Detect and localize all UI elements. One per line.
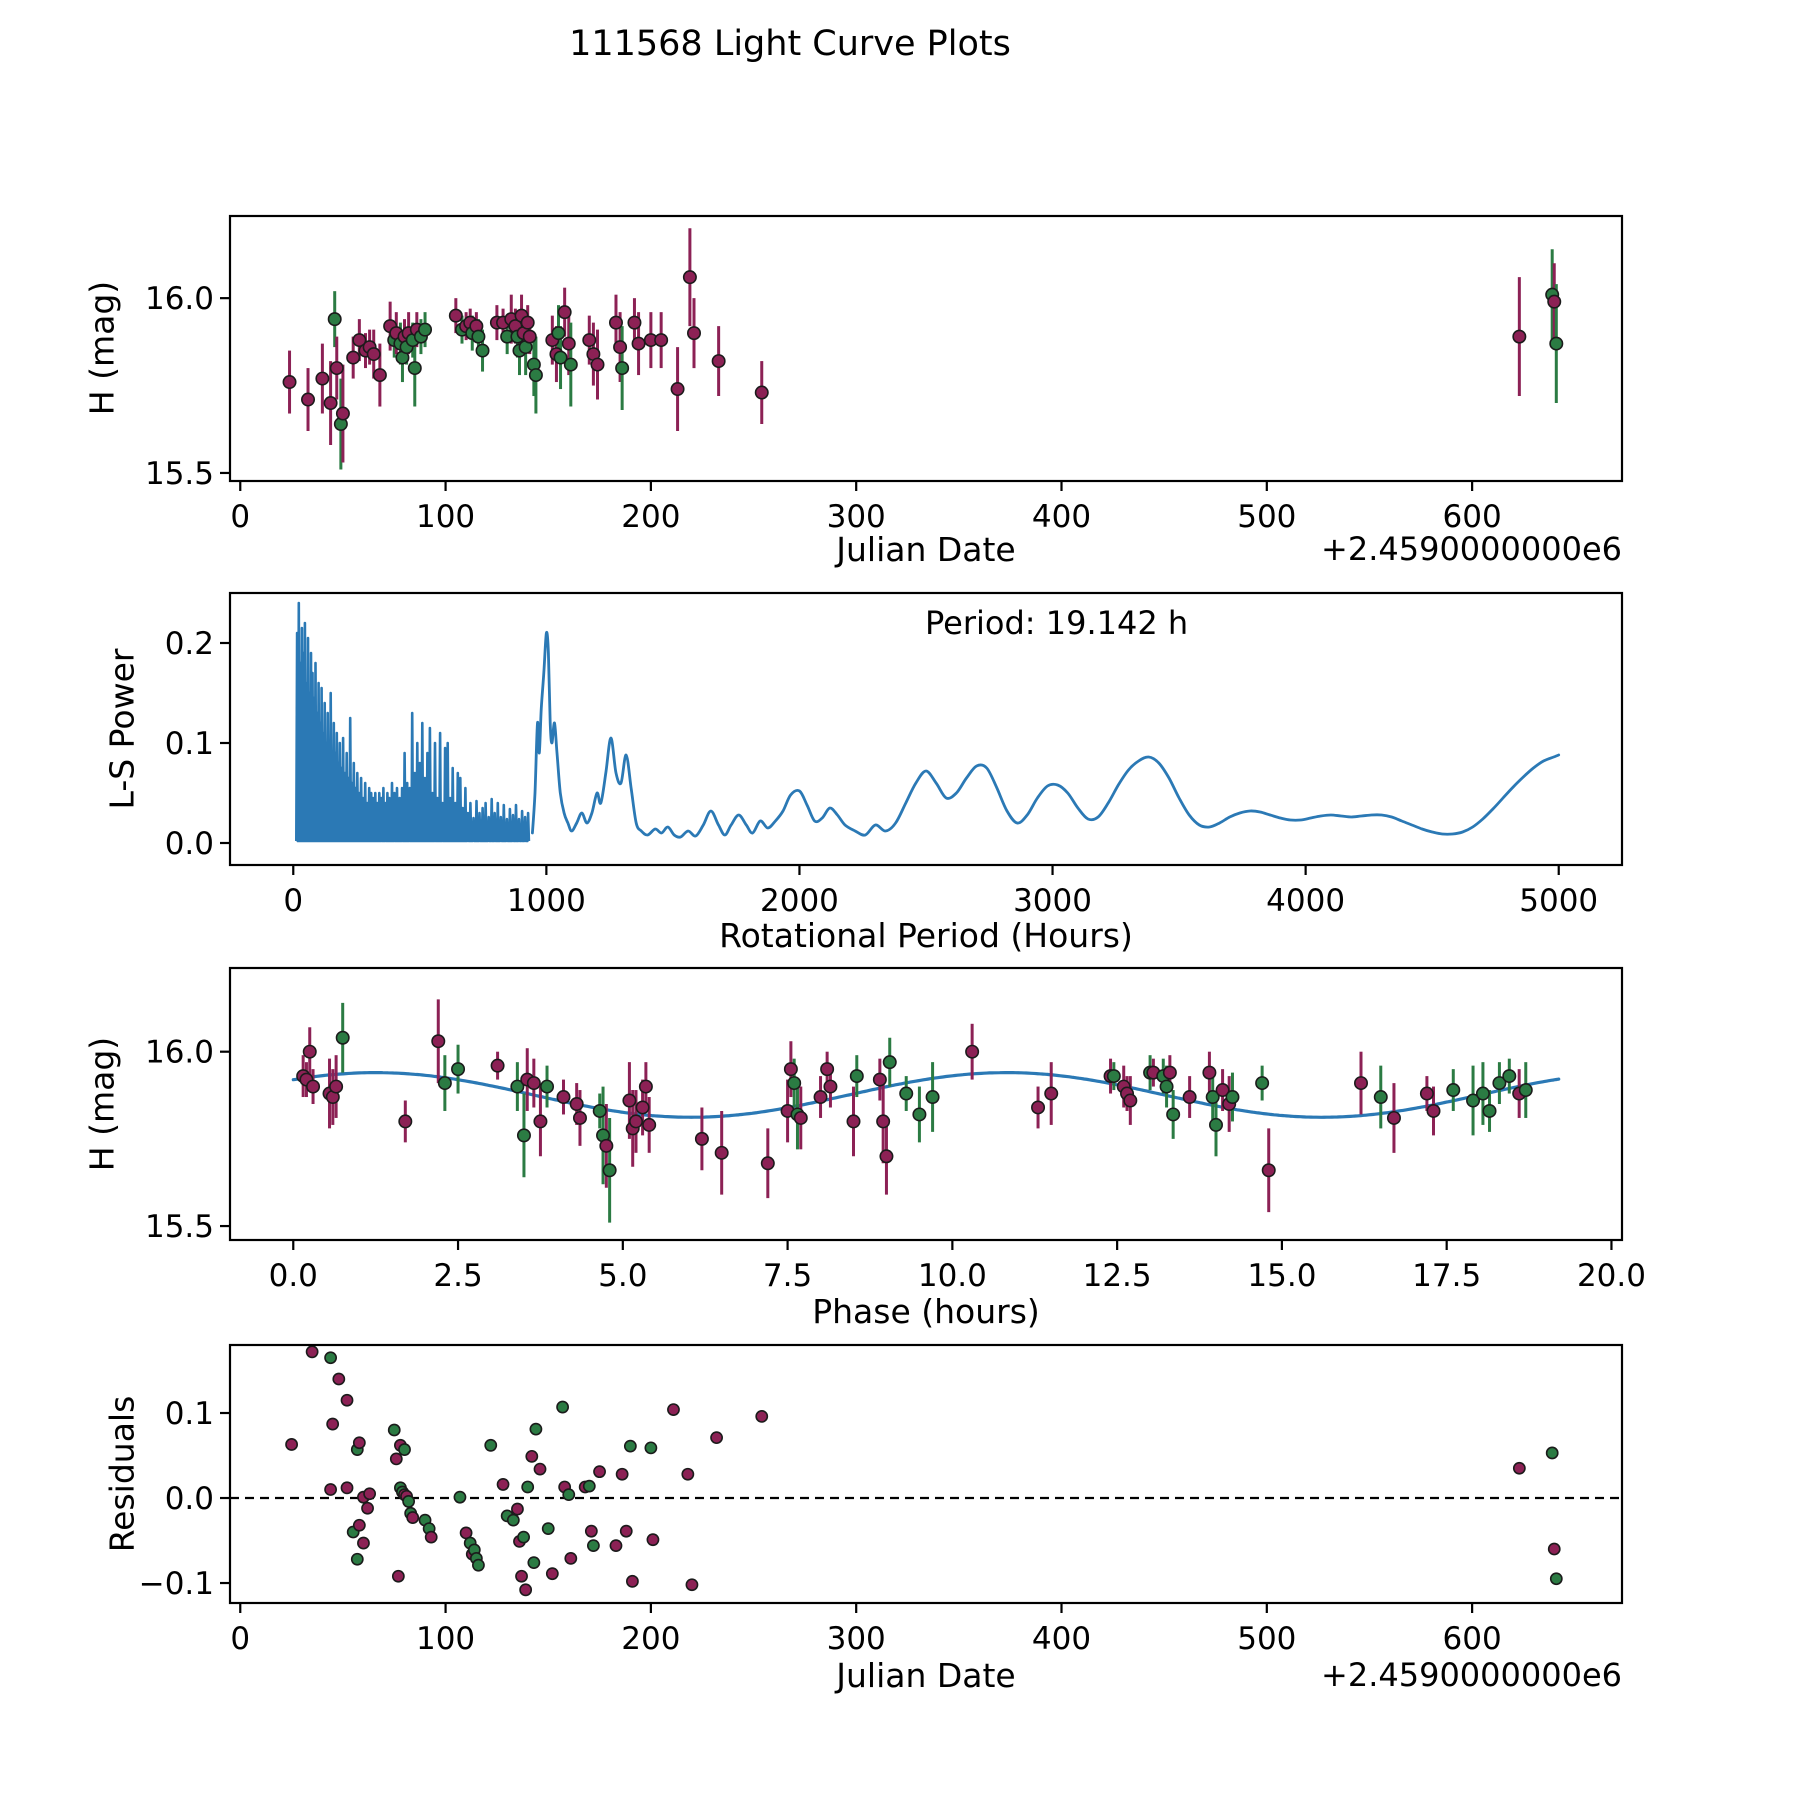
svg-text:400: 400	[1032, 1621, 1091, 1657]
svg-text:500: 500	[1237, 499, 1296, 535]
svg-text:5.0: 5.0	[598, 1258, 647, 1294]
svg-text:2.5: 2.5	[433, 1258, 482, 1294]
svg-text:600: 600	[1443, 499, 1502, 535]
plot3-y-axis-label: H (mag)	[82, 1036, 122, 1172]
plot1-y-axis-label: H (mag)	[82, 280, 122, 416]
svg-text:10.0: 10.0	[918, 1258, 987, 1294]
svg-text:300: 300	[827, 1621, 886, 1657]
svg-text:16.0: 16.0	[145, 1035, 214, 1071]
svg-text:12.5: 12.5	[1083, 1258, 1152, 1294]
plot3-x-axis-label: Phase (hours)	[812, 1292, 1040, 1331]
plot2-x-axis-label: Rotational Period (Hours)	[719, 916, 1133, 955]
svg-text:16.0: 16.0	[145, 281, 214, 317]
svg-text:100: 100	[416, 1621, 475, 1657]
svg-text:7.5: 7.5	[763, 1258, 812, 1294]
svg-text:0.2: 0.2	[165, 626, 214, 662]
svg-text:0.0: 0.0	[269, 1258, 318, 1294]
plot4-y-axis-label: Residuals	[102, 1395, 142, 1553]
period-annotation: Period: 19.142 h	[925, 604, 1189, 642]
svg-text:0: 0	[230, 1621, 250, 1657]
svg-text:0.1: 0.1	[165, 726, 214, 762]
plot4-x-axis-label: Julian Date	[836, 1656, 1016, 1695]
svg-text:200: 200	[621, 1621, 680, 1657]
plot2-y-axis-label: L-S Power	[102, 648, 142, 810]
svg-text:0.0: 0.0	[165, 826, 214, 862]
svg-text:200: 200	[621, 499, 680, 535]
figure-title: 111568 Light Curve Plots	[569, 24, 1011, 64]
svg-text:0: 0	[283, 883, 303, 919]
svg-text:3000: 3000	[1013, 883, 1092, 919]
plot1-x-axis-label: Julian Date	[836, 530, 1016, 569]
svg-text:600: 600	[1443, 1621, 1502, 1657]
plot4-x-offset-label: +2.4590000000e6	[1321, 1656, 1622, 1694]
svg-text:20.0: 20.0	[1577, 1258, 1646, 1294]
svg-text:2000: 2000	[760, 883, 839, 919]
svg-text:300: 300	[827, 499, 886, 535]
svg-text:15.5: 15.5	[145, 1209, 214, 1245]
svg-text:0.0: 0.0	[165, 1481, 214, 1517]
svg-text:15.5: 15.5	[145, 456, 214, 492]
plot1-x-offset-label: +2.4590000000e6	[1321, 530, 1622, 568]
svg-text:15.0: 15.0	[1247, 1258, 1316, 1294]
svg-text:17.5: 17.5	[1412, 1258, 1481, 1294]
svg-text:5000: 5000	[1519, 883, 1598, 919]
svg-text:0.1: 0.1	[165, 1396, 214, 1432]
svg-text:0: 0	[230, 499, 250, 535]
svg-text:−0.1: −0.1	[139, 1566, 214, 1602]
svg-text:1000: 1000	[507, 883, 586, 919]
svg-text:400: 400	[1032, 499, 1091, 535]
svg-text:4000: 4000	[1266, 883, 1345, 919]
svg-text:100: 100	[416, 499, 475, 535]
svg-text:500: 500	[1237, 1621, 1296, 1657]
